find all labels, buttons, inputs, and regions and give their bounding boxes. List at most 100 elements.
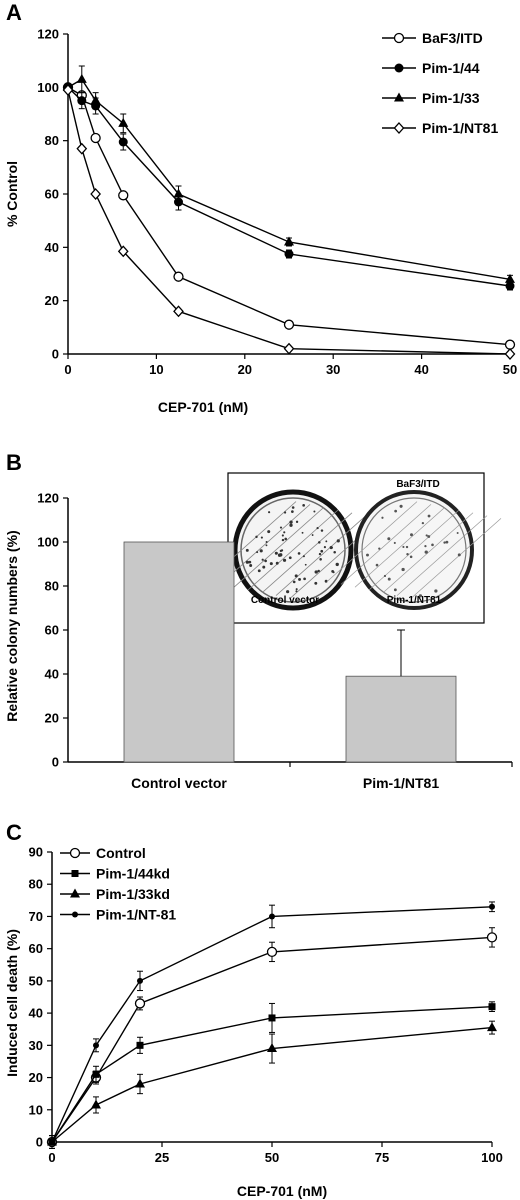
plate-grid-line — [275, 515, 367, 596]
colony-dot — [261, 558, 264, 561]
colony-dot — [324, 579, 328, 583]
chart-b-y-tick-label: 40 — [45, 667, 59, 682]
chart-a-y-tick-label: 120 — [37, 27, 59, 42]
colony-dot — [283, 531, 286, 534]
chart-a-line-pim-1-33 — [67, 78, 511, 281]
chart-a-legend-marker — [394, 63, 404, 73]
colony-dot — [281, 538, 285, 542]
chart-c-x-tick-label: 0 — [48, 1150, 55, 1165]
colony-dot — [421, 521, 425, 525]
chart-a-point-pim-1-44 — [118, 137, 128, 147]
chart-b-y-tick-label: 60 — [45, 623, 59, 638]
plate-grid-line — [354, 506, 446, 588]
colony-dot — [393, 588, 397, 592]
colony-dot — [279, 526, 283, 529]
plate-grid-line — [382, 512, 474, 594]
chart-c-point-pim-1-44kd — [488, 1003, 496, 1011]
chart-c-y-tick-label: 60 — [29, 941, 43, 956]
chart-a-point-pim-1-nt81 — [173, 305, 184, 318]
chart-a-y-tick-label: 20 — [45, 293, 59, 308]
colony-dot — [314, 581, 318, 585]
chart-c-point-pim-1-44kd — [268, 1014, 276, 1022]
chart-a-point-baf3-itd — [283, 319, 295, 330]
colony-dot — [456, 532, 459, 535]
colony-dot — [394, 509, 398, 513]
colony-dot — [279, 549, 283, 553]
colony-dot — [286, 590, 290, 594]
colony-dot — [274, 551, 278, 555]
chart-c-legend-label: Pim-1/44kd — [96, 866, 170, 882]
chart-a-y-tick-label: 80 — [45, 133, 59, 148]
chart-c-x-tick-label: 100 — [481, 1150, 503, 1165]
chart-a-legend-pim-1-44: Pim-1/44 — [382, 60, 480, 76]
chart-a-point-pim-1-nt81 — [90, 188, 101, 200]
colony-dot — [275, 561, 279, 565]
chart-a: CEP-701 (nM) % Control 0 10 20 30 40 50 0 20 40 6… — [4, 27, 517, 416]
panel-letter-a: A — [6, 0, 22, 25]
chart-c-legend-marker — [71, 870, 79, 877]
colony-dot — [298, 577, 301, 581]
plate-grid-line — [368, 509, 460, 591]
chart-a-y-tick-label: 60 — [45, 187, 59, 202]
chart-c-point-pim-1-33kd — [91, 1099, 101, 1109]
chart-c-y-tick-label: 30 — [29, 1038, 43, 1053]
colony-plates-inset: BaF3/ITD Control vector Pim-1/NT81 — [205, 472, 502, 624]
chart-a-y-tick-label: 40 — [45, 240, 59, 255]
chart-c-point-pim-1-33kd — [487, 1022, 497, 1032]
colony-dot — [318, 552, 322, 556]
panel-letter-c: C — [6, 820, 22, 845]
chart-c-point-pim-1-33kd — [267, 1043, 277, 1053]
chart-c-legend-marker — [72, 911, 78, 918]
chart-a-point-pim-1-33 — [90, 95, 101, 105]
colony-dot — [336, 539, 340, 543]
chart-a-x-tick-label: 50 — [503, 362, 517, 377]
colony-dot — [283, 511, 287, 514]
colony-dot — [289, 520, 293, 524]
colony-dot — [401, 567, 405, 572]
chart-c-point-control — [266, 946, 278, 958]
chart-c-point-pim-1-nt-81 — [269, 913, 275, 920]
colony-dot — [269, 562, 273, 566]
chart-c-x-tick-label: 50 — [265, 1150, 279, 1165]
panel-letter-b: B — [6, 450, 22, 475]
colony-dot — [375, 563, 379, 567]
colony-dot — [332, 571, 335, 574]
chart-c-point-pim-1-nt-81 — [49, 1139, 55, 1145]
colony-dot — [314, 570, 318, 574]
colony-dot — [291, 510, 294, 513]
chart-c-point-pim-1-nt-81 — [93, 1042, 99, 1049]
chart-c-legend-pim-1-44kd: Pim-1/44kd — [60, 866, 170, 882]
colony-dot — [313, 510, 316, 513]
chart-b-category-label: Pim-1/NT81 — [363, 775, 439, 791]
colony-dot — [405, 545, 409, 549]
colony-dot — [268, 511, 271, 514]
plate-grid-line — [410, 518, 502, 599]
chart-c-legend-pim-1-nt-81: Pim-1/NT-81 — [60, 907, 176, 923]
colony-dot — [304, 563, 307, 566]
chart-a-legend-pim-1-33: Pim-1/33 — [382, 90, 480, 106]
chart-a-point-pim-1-44 — [284, 249, 294, 259]
colony-dot — [409, 555, 413, 559]
chart-c-point-pim-1-33kd — [135, 1078, 145, 1088]
colony-dot — [311, 534, 314, 536]
chart-c-xlabel: CEP-701 (nM) — [237, 1183, 327, 1199]
chart-c-legend-marker — [69, 847, 81, 859]
colony-dot — [259, 549, 263, 553]
colony-dot — [291, 506, 295, 509]
chart-b-y-tick-label: 20 — [45, 711, 59, 726]
chart-c-legend-marker — [70, 888, 80, 898]
chart-a-x-tick-label: 40 — [414, 362, 428, 377]
chart-c-point-control — [486, 932, 498, 943]
chart-c-series-pim-1-nt-81 — [49, 901, 495, 1149]
chart-c-y-tick-label: 50 — [29, 973, 43, 988]
colony-dot — [265, 544, 268, 547]
colony-dot — [297, 552, 301, 555]
chart-b-category-label: Control vector — [131, 775, 227, 791]
colony-dot — [424, 550, 428, 554]
colony-dot — [303, 577, 306, 581]
colony-dot — [284, 537, 288, 541]
colony-dot — [288, 556, 292, 560]
colony-dot — [245, 548, 249, 552]
colony-dot — [319, 558, 322, 561]
inset-left-label: Control vector — [251, 595, 319, 606]
